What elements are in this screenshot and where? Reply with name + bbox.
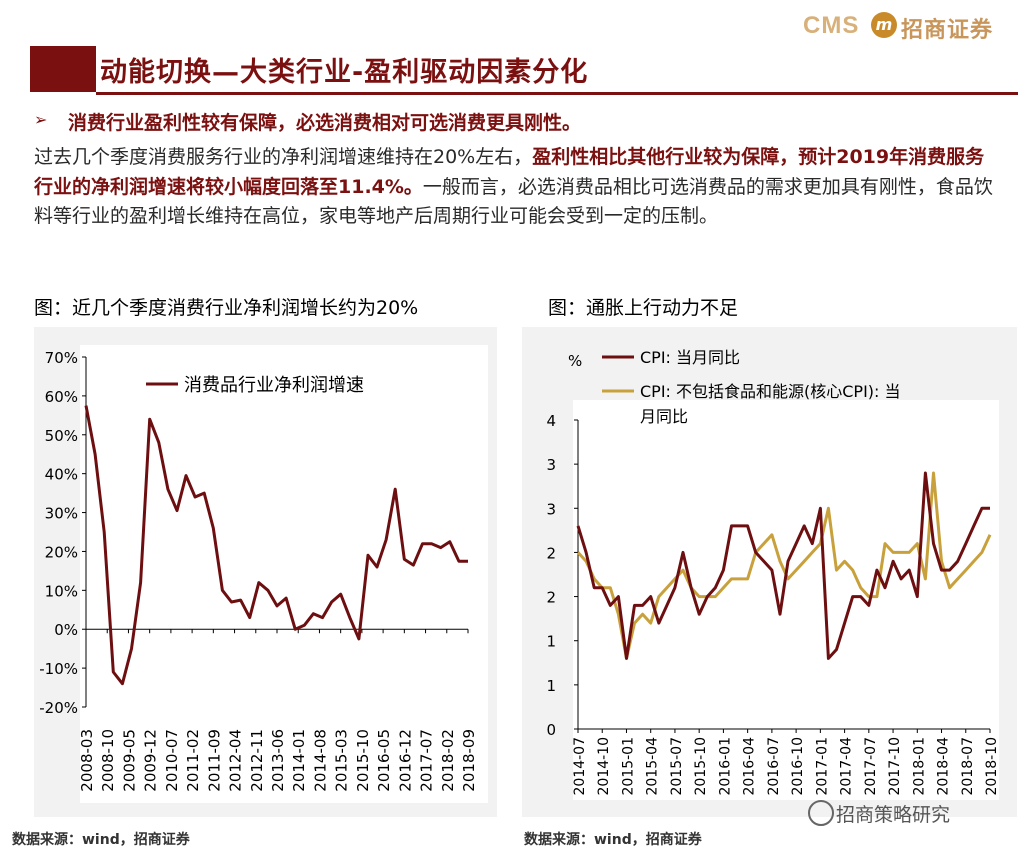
right-x-tick-label: 2017-01 [814, 737, 830, 796]
left-x-tick-label: 2017-07 [418, 729, 436, 792]
right-x-tick-label: 2018-07 [960, 737, 976, 796]
right-x-tick-label: 2016-04 [742, 737, 758, 796]
right-series-cpi-line [576, 471, 990, 660]
right-data-source: 数据来源：wind，招商证券 [524, 832, 702, 848]
left-x-tick-label: 2012-04 [227, 729, 245, 792]
left-chart-caption: 图：近几个季度消费行业净利润增长约为20% [34, 297, 419, 319]
right-plot-background [573, 400, 999, 800]
right-legend-label-cpi: CPI: 当月同比 [640, 348, 740, 367]
right-x-tick-label: 2018-04 [936, 737, 952, 796]
right-y-tick-label: 1 [546, 633, 556, 651]
left-x-tick-label: 2009-12 [142, 729, 160, 792]
logo-cms-text: CMS [803, 12, 860, 39]
right-y-tick-label: 2 [546, 589, 556, 607]
right-x-tick-label: 2014-07 [572, 737, 588, 796]
watermark-text: 招商策略研究 [836, 804, 951, 826]
brand-logo: CMS m 招商证券 [795, 6, 1015, 44]
paragraph-part-3: 一般而言，必选消费品相比可选消费品的需求更加具有刚性，食品饮料等行业的盈利增长维… [34, 175, 993, 228]
right-x-tick-label: 2017-07 [863, 737, 879, 796]
right-x-tick-label: 2015-04 [645, 737, 661, 796]
key-point-bullet: 消费行业盈利性较有保障，必选消费相对可选消费更具刚性。 [68, 112, 582, 134]
logo-company-name: 招商证券 [901, 18, 994, 43]
page-title: 动能切换—大类行业-盈利驱动因素分化 [100, 57, 589, 88]
left-y-tick-label: 0% [54, 621, 78, 639]
paragraph-part-2-bold: 盈利性相比其他行业较为保障，预计2019年消费服务行业的净利润增速将较小幅度回落… [34, 146, 985, 198]
left-x-tick-label: 2013-06 [269, 729, 287, 792]
left-series-line [84, 405, 468, 686]
left-data-source: 数据来源：wind，招商证券 [12, 832, 190, 848]
right-x-tick-label: 2015-01 [620, 737, 636, 796]
right-y-unit-label: % [568, 352, 582, 370]
left-x-tick-label: 2016-05 [375, 729, 393, 792]
right-y-tick-label: 3 [546, 500, 556, 518]
right-y-tick-label: 4 [546, 412, 556, 430]
right-x-tick-label: 2014-10 [596, 737, 612, 796]
left-plot-background [80, 345, 488, 803]
right-x-tick-label: 2016-10 [790, 737, 806, 796]
left-x-tick-label: 2010-07 [163, 729, 181, 792]
left-x-tick-label: 2011-02 [184, 729, 202, 792]
left-x-tick-label: 2012-11 [248, 729, 266, 792]
right-y-tick-label: 3 [546, 456, 556, 474]
right-x-tick-label: 2018-10 [984, 737, 1000, 796]
left-y-tick-label: 50% [45, 427, 78, 445]
left-y-tick-label: 20% [45, 543, 78, 561]
left-x-tick-label: 2009-05 [120, 729, 138, 792]
right-y-tick-label: 1 [546, 677, 556, 695]
paragraph-part-1: 过去几个季度消费服务行业的净利润增速维持在20%左右， [34, 146, 533, 168]
left-y-tick-label: -10% [39, 660, 78, 678]
left-y-tick-label: 10% [45, 582, 78, 600]
left-y-tick-label: 40% [45, 466, 78, 484]
wechat-icon [808, 800, 834, 826]
right-x-tick-label: 2016-01 [717, 737, 733, 796]
right-x-tick-label: 2018-01 [911, 737, 927, 796]
left-x-tick-label: 2014-08 [311, 729, 329, 792]
right-x-tick-label: 2015-07 [669, 737, 685, 796]
right-legend-label-core-line2: 月同比 [640, 407, 688, 426]
right-x-tick-label: 2017-10 [887, 737, 903, 796]
left-x-tick-label: 2014-01 [290, 729, 308, 792]
right-chart-caption: 图：通胀上行动力不足 [548, 297, 739, 319]
left-y-tick-label: 60% [45, 388, 78, 406]
left-y-tick-label: -20% [39, 699, 78, 717]
right-series-core-cpi-line [576, 471, 992, 660]
left-y-tick-label: 30% [45, 505, 78, 523]
left-x-tick-label: 2016-12 [396, 729, 414, 792]
left-legend-label: 消费品行业净利润增速 [184, 375, 364, 396]
title-accent-block [30, 46, 96, 92]
right-y-tick-label: 0 [546, 721, 556, 739]
left-x-tick-label: 2018-09 [460, 729, 478, 792]
title-divider [96, 92, 1018, 95]
left-x-tick-label: 2008-03 [78, 729, 96, 792]
bullet-arrow-icon: ➢ [34, 110, 48, 129]
left-x-tick-label: 2011-09 [205, 729, 223, 792]
right-x-tick-label: 2016-07 [766, 737, 782, 796]
right-legend-label-core-line1: CPI: 不包括食品和能源(核心CPI): 当 [640, 382, 901, 401]
left-x-tick-label: 2015-10 [354, 729, 372, 792]
right-y-tick-label: 2 [546, 544, 556, 562]
left-x-tick-label: 2015-03 [333, 729, 351, 792]
left-x-tick-label: 2008-10 [99, 729, 117, 792]
right-x-tick-label: 2017-04 [839, 737, 855, 796]
right-x-tick-label: 2015-10 [693, 737, 709, 796]
summary-paragraph: 过去几个季度消费服务行业的净利润增速维持在20%左右，盈利性相比其他行业较为保障… [34, 143, 994, 232]
logo-badge-icon: m [871, 12, 897, 38]
left-y-tick-label: 70% [45, 349, 78, 367]
left-x-tick-label: 2018-02 [439, 729, 457, 792]
